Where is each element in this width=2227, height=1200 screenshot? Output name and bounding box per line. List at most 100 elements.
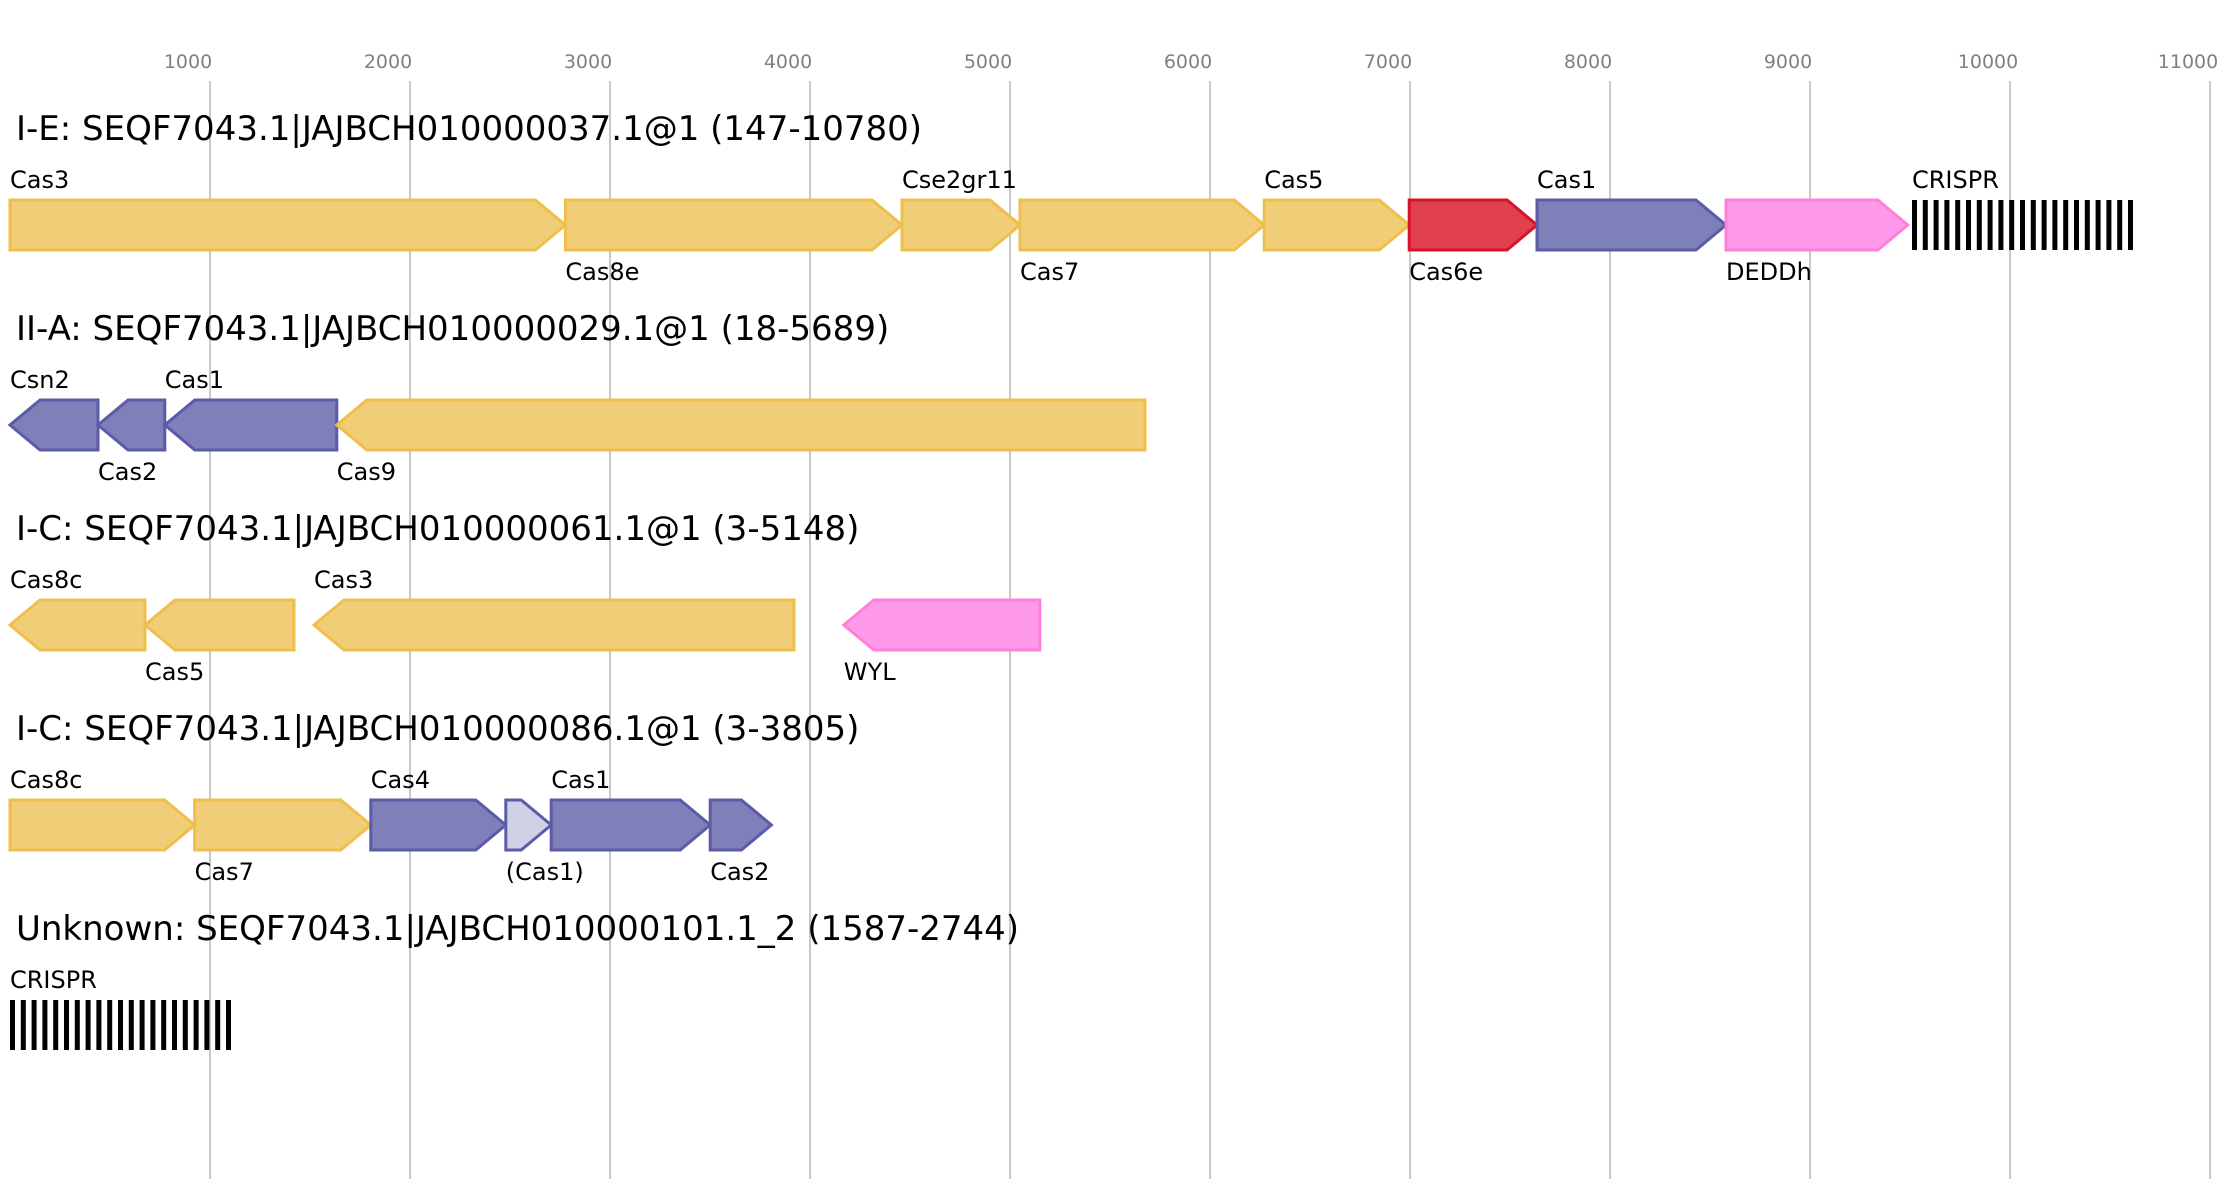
gene-label: Cas4 bbox=[371, 766, 430, 794]
gene-label: DEDDh bbox=[1726, 258, 1812, 286]
crispr-array bbox=[1912, 200, 2133, 250]
gene-arrow bbox=[1018, 198, 1267, 252]
crispr-repeat bbox=[139, 1000, 145, 1050]
crispr-repeat bbox=[2030, 200, 2036, 250]
gene-label: Cas1 bbox=[1537, 166, 1596, 194]
gene-arrow bbox=[1262, 198, 1412, 252]
crispr-repeat bbox=[150, 1000, 156, 1050]
x-tick-label: 9000 bbox=[1764, 51, 1812, 73]
crispr-repeat bbox=[53, 1000, 59, 1050]
crispr-repeat bbox=[1976, 200, 1982, 250]
crispr-repeat bbox=[42, 1000, 48, 1050]
x-tick-label: 11000 bbox=[2158, 51, 2218, 73]
gene-label: Cas5 bbox=[1264, 166, 1323, 194]
crispr-repeat bbox=[107, 1000, 113, 1050]
crispr-repeat bbox=[1922, 200, 1928, 250]
crispr-repeat bbox=[2117, 200, 2123, 250]
crispr-repeat bbox=[118, 1000, 123, 1050]
gene-label: Cas8c bbox=[10, 566, 82, 594]
crispr-repeat bbox=[1987, 200, 1993, 250]
crispr-repeat bbox=[1998, 200, 2004, 250]
gene-arrow bbox=[142, 598, 296, 652]
crispr-repeat bbox=[31, 1000, 37, 1050]
crispr-repeat bbox=[172, 1000, 177, 1050]
crispr-repeat bbox=[1933, 200, 1939, 250]
gene-label: Cas7 bbox=[195, 858, 254, 886]
x-tick-label: 6000 bbox=[1164, 51, 1212, 73]
x-tick-label: 10000 bbox=[1958, 51, 2018, 73]
gene-arrow bbox=[504, 798, 554, 852]
gene-arrow bbox=[1724, 198, 1911, 252]
gene-arrow bbox=[1535, 198, 1729, 252]
gene-arrow bbox=[7, 398, 100, 452]
crispr-repeat bbox=[1955, 200, 1961, 250]
crispr-repeat bbox=[64, 1000, 69, 1050]
gene-arrow bbox=[7, 598, 147, 652]
x-tick-label: 5000 bbox=[964, 51, 1012, 73]
gene-label: CRISPR bbox=[10, 966, 97, 994]
gene-label: Cas2 bbox=[710, 858, 769, 886]
crispr-repeat bbox=[1912, 200, 1917, 250]
crispr-repeat bbox=[2052, 200, 2058, 250]
gene-label: CRISPR bbox=[1912, 166, 1999, 194]
gene-arrow bbox=[369, 798, 509, 852]
gene-arrow bbox=[1407, 198, 1540, 252]
crispr-repeat bbox=[226, 1000, 231, 1050]
gene-arrow bbox=[95, 398, 167, 452]
gene-label: Cas1 bbox=[551, 766, 610, 794]
crispr-repeat bbox=[2074, 200, 2079, 250]
crispr-repeat bbox=[74, 1000, 80, 1050]
gene-arrow bbox=[193, 798, 374, 852]
x-tick-label: 4000 bbox=[764, 51, 812, 73]
gene-arrow bbox=[334, 398, 1147, 452]
gene-arrow bbox=[549, 798, 713, 852]
track-title: Unknown: SEQF7043.1|JAJBCH010000101.1_2 … bbox=[16, 909, 1019, 949]
gene-label: Cas9 bbox=[337, 458, 396, 486]
crispr-repeat bbox=[193, 1000, 199, 1050]
track-title: I-C: SEQF7043.1|JAJBCH010000086.1@1 (3-3… bbox=[16, 709, 859, 749]
gene-arrow bbox=[563, 198, 905, 252]
crispr-repeat bbox=[2063, 200, 2069, 250]
crispr-repeat bbox=[2041, 200, 2047, 250]
x-tick-label: 2000 bbox=[364, 51, 412, 73]
crispr-repeat bbox=[1944, 200, 1950, 250]
crispr-repeat bbox=[20, 1000, 26, 1050]
gene-label: Cas2 bbox=[98, 458, 157, 486]
gene-label: Cas5 bbox=[145, 658, 204, 686]
gene-label: Cas8e bbox=[565, 258, 639, 286]
crispr-repeat bbox=[128, 1000, 134, 1050]
crispr-repeat bbox=[161, 1000, 167, 1050]
gene-label: Cas3 bbox=[10, 166, 69, 194]
crispr-repeat bbox=[182, 1000, 188, 1050]
gene-label: (Cas1) bbox=[506, 858, 584, 886]
gene-arrow bbox=[8, 798, 197, 852]
x-tick-label: 7000 bbox=[1364, 51, 1412, 73]
gene-label: Cse2gr11 bbox=[902, 166, 1017, 194]
x-tick-label: 1000 bbox=[164, 51, 212, 73]
gene-label: WYL bbox=[844, 658, 896, 686]
track-title: I-C: SEQF7043.1|JAJBCH010000061.1@1 (3-5… bbox=[16, 509, 859, 549]
crispr-repeat bbox=[2020, 200, 2025, 250]
gene-label: Cas6e bbox=[1409, 258, 1483, 286]
x-tick-label: 8000 bbox=[1564, 51, 1612, 73]
crispr-repeat bbox=[2009, 200, 2015, 250]
gene-arrow bbox=[311, 598, 796, 652]
crispr-repeat bbox=[96, 1000, 102, 1050]
gene-arrow bbox=[162, 398, 339, 452]
x-tick-label: 3000 bbox=[564, 51, 612, 73]
gene-arrow bbox=[900, 198, 1023, 252]
track-title: II-A: SEQF7043.1|JAJBCH010000029.1@1 (18… bbox=[16, 309, 889, 349]
crispr-repeat bbox=[10, 1000, 15, 1050]
gene-arrow bbox=[841, 598, 1042, 652]
crispr-repeat bbox=[204, 1000, 210, 1050]
crispr-repeat bbox=[85, 1000, 91, 1050]
gene-arrow bbox=[8, 198, 568, 252]
gene-label: Cas1 bbox=[165, 366, 224, 394]
crispr-array bbox=[10, 1000, 231, 1050]
crispr-repeat bbox=[2128, 200, 2133, 250]
crispr-repeat bbox=[2106, 200, 2112, 250]
gene-label: Cas3 bbox=[314, 566, 373, 594]
gene-label: Csn2 bbox=[10, 366, 70, 394]
gene-arrow bbox=[708, 798, 774, 852]
